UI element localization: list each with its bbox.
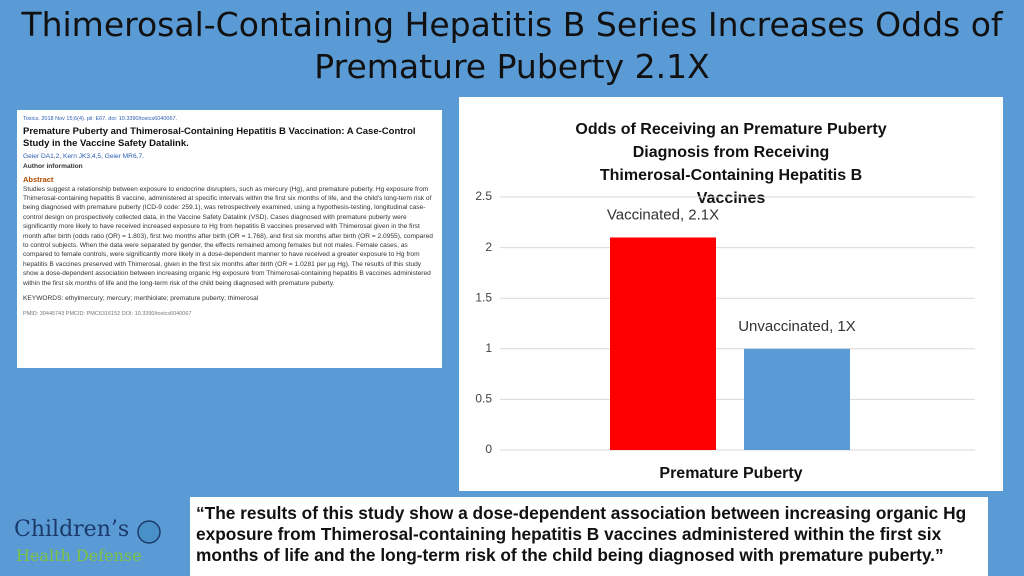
data-label: Vaccinated, 2.1X [607, 206, 719, 223]
y-tick-label: 0.5 [475, 392, 492, 406]
x-axis-label: Premature Puberty [659, 465, 802, 482]
logo-globe [137, 520, 161, 544]
chart-panel: Odds of Receiving an Premature Puberty Di… [459, 97, 1003, 491]
paper-title: Premature Puberty and Thimerosal-Contain… [23, 126, 416, 150]
citation: Toxics. 2018 Nov 15;6(4). pii: E67. doi:… [23, 116, 178, 122]
author-info: Author information [23, 162, 83, 170]
y-tick-label: 2 [485, 240, 492, 254]
logo-line1: Children’s [14, 517, 130, 542]
y-tick-label: 1 [485, 341, 492, 355]
ids: PMID: 30445743 PMCID: PMC6316152 DOI: 10… [23, 310, 192, 317]
bar [610, 237, 716, 450]
y-tick-label: 2.5 [475, 189, 492, 203]
keywords: KEYWORDS: ethylmercury; mercury; merthio… [23, 295, 259, 303]
paper-excerpt: Toxics. 2018 Nov 15;6(4). pii: E67. doi:… [17, 110, 442, 368]
abstract: Studies suggest a relationship between e… [23, 185, 433, 287]
quote: “The results of this study show a dose-d… [190, 497, 988, 576]
slide-title: Thimerosal-Containing Hepatitis B Series… [21, 5, 1003, 86]
y-tick-label: 1.5 [475, 290, 492, 304]
abstract-heading: Abstract [23, 175, 54, 185]
chart-title: Odds of Receiving an Premature Puberty Di… [575, 121, 886, 207]
data-label: Unvaccinated, 1X [738, 318, 856, 335]
y-tick-label: 0 [485, 442, 492, 456]
logo: Children’s Health Defense [14, 517, 184, 573]
chart: Odds of Receiving an Premature Puberty Di… [475, 121, 975, 482]
authors: Geier DA1,2, Kern JK3,4,5, Geier MR6,7. [23, 153, 144, 161]
logo-line2: Health Defense [16, 546, 142, 565]
bar [744, 348, 850, 450]
